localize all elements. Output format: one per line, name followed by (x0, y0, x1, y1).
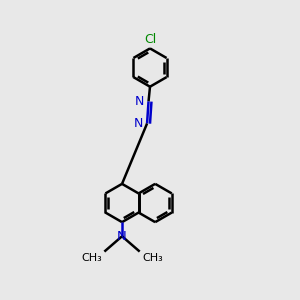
Text: Cl: Cl (144, 33, 156, 46)
Text: CH₃: CH₃ (81, 253, 102, 263)
Text: N: N (135, 95, 144, 108)
Text: N: N (117, 230, 127, 243)
Text: CH₃: CH₃ (142, 253, 163, 263)
Text: N: N (133, 117, 142, 130)
